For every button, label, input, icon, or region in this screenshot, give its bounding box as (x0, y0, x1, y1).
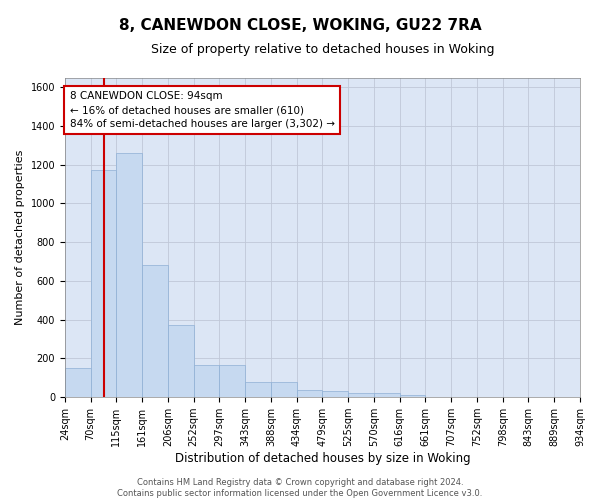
Bar (116, 153, 142, 397)
Y-axis label: Number of detached properties: Number of detached properties (15, 150, 25, 325)
Bar (400, 395, 425, 397)
Bar (245, 382, 271, 397)
Bar (271, 382, 296, 397)
Bar (91, 170, 116, 397)
Bar (296, 390, 322, 397)
Text: Contains HM Land Registry data © Crown copyright and database right 2024.
Contai: Contains HM Land Registry data © Crown c… (118, 478, 482, 498)
Bar (168, 324, 194, 397)
Bar (322, 392, 348, 397)
Bar (194, 365, 220, 397)
Bar (374, 394, 400, 397)
Text: 8, CANEWDON CLOSE, WOKING, GU22 7RA: 8, CANEWDON CLOSE, WOKING, GU22 7RA (119, 18, 481, 32)
Title: Size of property relative to detached houses in Woking: Size of property relative to detached ho… (151, 42, 494, 56)
Text: 8 CANEWDON CLOSE: 94sqm
← 16% of detached houses are smaller (610)
84% of semi-d: 8 CANEWDON CLOSE: 94sqm ← 16% of detache… (70, 91, 335, 129)
Bar (220, 365, 245, 397)
Bar (142, 266, 168, 397)
Bar (65, 368, 91, 397)
Bar (348, 394, 374, 397)
X-axis label: Distribution of detached houses by size in Woking: Distribution of detached houses by size … (175, 452, 470, 465)
